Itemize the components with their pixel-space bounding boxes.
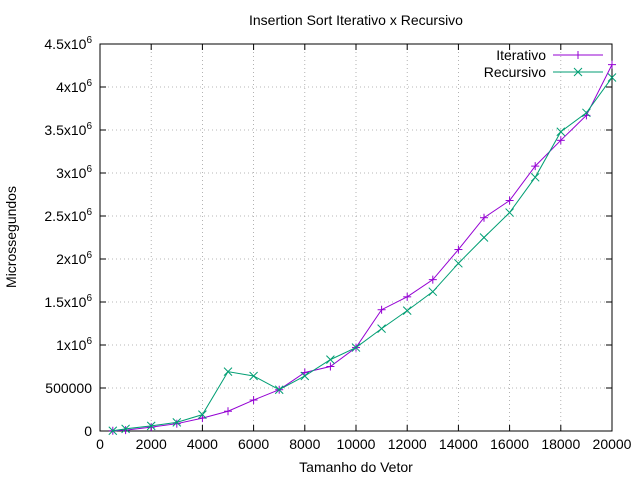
series-layer — [108, 60, 617, 436]
x-tick-label: 20000 — [593, 436, 632, 452]
data-point-recursivo — [479, 233, 489, 242]
y-tick-label: 0 — [84, 423, 92, 439]
y-tick-label: 3x106 — [56, 164, 92, 181]
marker-stroke — [377, 324, 386, 334]
data-point-recursivo — [505, 208, 514, 217]
data-point-recursivo — [607, 73, 617, 82]
x-tick-label: 0 — [96, 436, 104, 452]
x-axis-label: Tamanho do Vetor — [299, 459, 413, 475]
legend: Iterativo Recursivo — [484, 47, 603, 80]
x-tick-label: 16000 — [490, 436, 529, 452]
data-point-recursivo — [121, 424, 130, 434]
data-point-recursivo — [108, 426, 118, 436]
y-tick-label: 3.5x106 — [44, 121, 92, 138]
data-point-recursivo — [454, 258, 463, 268]
x-tick-label: 6000 — [238, 436, 269, 452]
legend-marker-recursivo — [573, 67, 583, 77]
marker-stroke — [582, 108, 591, 118]
x-tick-label: 18000 — [541, 436, 580, 452]
marker-stroke — [607, 73, 617, 82]
marker-stroke — [351, 343, 361, 352]
marker-stroke — [454, 258, 463, 268]
legend-sample-iterativo — [553, 51, 603, 59]
data-point-recursivo — [249, 371, 258, 381]
x-tick-label: 14000 — [439, 436, 478, 452]
data-point-recursivo — [582, 108, 591, 118]
data-point-recursivo — [146, 421, 156, 431]
data-point-recursivo — [274, 385, 284, 395]
chart-title: Insertion Sort Iterativo x Recursivo — [249, 12, 463, 28]
marker-stroke — [274, 385, 284, 395]
y-tick-label: 2x106 — [56, 250, 92, 267]
marker-stroke — [300, 371, 310, 381]
data-point-iterativo — [121, 426, 130, 435]
data-point-iterativo — [249, 396, 258, 405]
data-point-iterativo — [198, 414, 207, 423]
x-tick-label: 8000 — [289, 436, 320, 452]
marker-stroke — [198, 410, 207, 420]
y-tick-label: 2.5x106 — [44, 207, 92, 224]
marker-stroke — [108, 426, 118, 436]
data-point-iterativo — [454, 245, 463, 254]
y-axis-label: Microssegundos — [3, 186, 19, 288]
marker-stroke — [505, 208, 514, 217]
marker-stroke — [249, 371, 258, 381]
y-tick-label: 4.5x106 — [44, 35, 92, 52]
x-tick-label: 10000 — [337, 436, 376, 452]
data-point-recursivo — [326, 355, 335, 364]
data-point-iterativo — [428, 275, 437, 284]
x-tick-label: 4000 — [187, 436, 218, 452]
x-tick-label: 2000 — [136, 436, 167, 452]
data-point-recursivo — [198, 410, 207, 420]
data-point-iterativo — [300, 368, 309, 377]
data-point-iterativo — [480, 213, 488, 222]
data-point-iterativo — [556, 136, 565, 145]
data-point-iterativo — [505, 196, 514, 205]
marker-stroke — [573, 67, 583, 77]
data-point-iterativo — [147, 423, 156, 432]
data-point-iterativo — [377, 305, 386, 314]
marker-stroke — [223, 367, 233, 377]
data-point-iterativo — [403, 292, 412, 301]
data-point-iterativo — [326, 362, 335, 371]
marker-stroke — [402, 306, 412, 315]
data-point-recursivo — [530, 172, 540, 182]
x-tick-label: 12000 — [388, 436, 427, 452]
legend-marker-iterativo — [574, 51, 582, 59]
marker-stroke — [326, 355, 335, 364]
y-tick-label: 4x106 — [56, 78, 92, 95]
data-point-iterativo — [608, 60, 616, 69]
data-point-recursivo — [428, 287, 438, 297]
marker-stroke — [556, 127, 566, 137]
marker-stroke — [121, 424, 130, 434]
data-point-recursivo — [300, 371, 310, 381]
y-tick-label: 1.5x106 — [44, 293, 92, 310]
legend-sample-recursivo — [553, 67, 603, 77]
marker-stroke — [428, 287, 438, 297]
data-point-iterativo — [531, 162, 540, 171]
legend-label-iterativo: Iterativo — [496, 47, 546, 63]
data-point-iterativo — [172, 419, 181, 428]
data-point-recursivo — [556, 127, 566, 137]
y-tick-label: 500000 — [45, 380, 92, 396]
legend-label-recursivo: Recursivo — [484, 64, 546, 80]
marker-stroke — [172, 418, 182, 427]
data-point-recursivo — [402, 306, 412, 315]
marker-stroke — [479, 233, 489, 242]
data-point-recursivo — [223, 367, 233, 377]
data-point-recursivo — [377, 324, 386, 334]
marker-stroke — [530, 172, 540, 182]
y-tick-label: 1x106 — [56, 336, 92, 353]
data-point-recursivo — [172, 418, 182, 427]
axis-ticks: 0 2000 4000 6000 8000 10000 12000 14000 16000 180… — [44, 35, 631, 452]
data-point-iterativo — [224, 407, 232, 416]
data-point-recursivo — [351, 343, 361, 352]
marker-stroke — [146, 421, 156, 431]
